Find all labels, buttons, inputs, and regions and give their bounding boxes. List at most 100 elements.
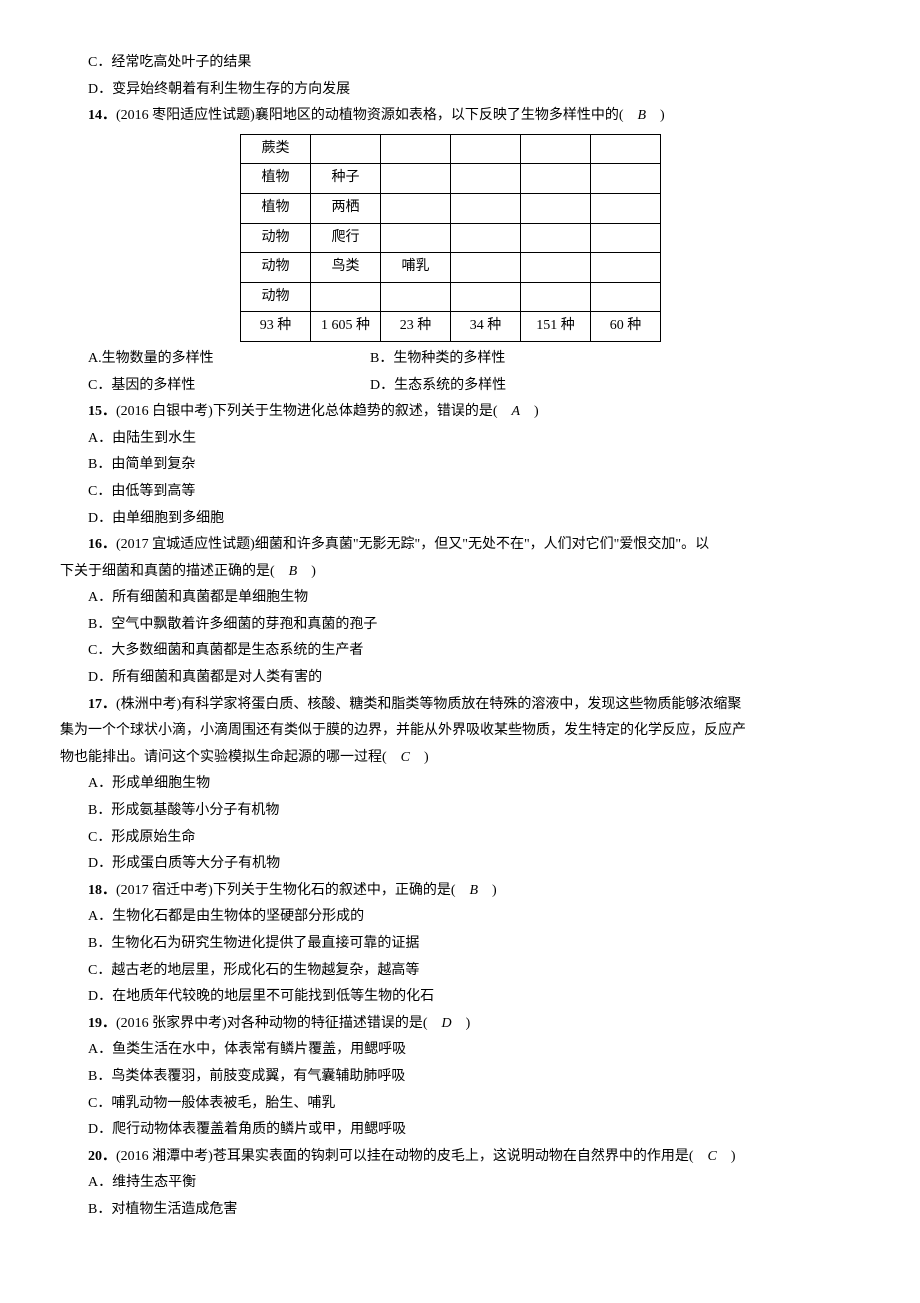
table-cell [591,253,661,283]
table-cell: 植物 [241,193,311,223]
q16-answer: B [289,564,298,579]
q14-text: (2016 枣阳适应性试题)襄阳地区的动植物资源如表格，以下反映了生物多样性中的… [116,108,637,123]
q18-number: 18． [88,883,116,898]
q17-option-b: B．形成氨基酸等小分子有机物 [60,798,860,825]
q14-options-row2: C．基因的多样性 D．生态系统的多样性 [60,373,860,400]
q16-option-c: C．大多数细菌和真菌都是生态系统的生产者 [60,638,860,665]
q16-stem-line2: 下关于细菌和真菌的描述正确的是( B ) [60,559,860,586]
q17-close: ) [410,750,429,765]
table-cell [381,223,451,253]
q15-answer: A [512,404,521,419]
table-cell [451,282,521,312]
q17-text3: 物也能排出。请问这个实验模拟生命起源的哪一过程( [60,750,401,765]
table-cell [521,253,591,283]
table-row: 动物 鸟类 哺乳 [241,253,661,283]
table-cell [451,253,521,283]
q16-option-d: D．所有细菌和真菌都是对人类有害的 [60,665,860,692]
q20-close: ) [717,1149,736,1164]
q16-option-b: B．空气中飘散着许多细菌的芽孢和真菌的孢子 [60,612,860,639]
q19-text: (2016 张家界中考)对各种动物的特征描述错误的是( [116,1016,442,1031]
q20-option-a: A．维持生态平衡 [60,1170,860,1197]
table-cell: 种子 [311,164,381,194]
table-cell: 两栖 [311,193,381,223]
table-cell: 34 种 [451,312,521,342]
q14-option-a: A.生物数量的多样性 [60,346,370,373]
table-cell [591,134,661,164]
q16-text1: (2017 宜城适应性试题)细菌和许多真菌"无影无踪"，但又"无处不在"，人们对… [116,537,709,552]
table-cell: 植物 [241,164,311,194]
q17-stem-line3: 物也能排出。请问这个实验模拟生命起源的哪一过程( C ) [60,745,860,772]
table-cell [381,282,451,312]
q20-text: (2016 湘潭中考)苍耳果实表面的钩刺可以挂在动物的皮毛上，这说明动物在自然界… [116,1149,707,1164]
table-cell: 93 种 [241,312,311,342]
q14-stem: 14．(2016 枣阳适应性试题)襄阳地区的动植物资源如表格，以下反映了生物多样… [60,103,860,130]
table-cell [311,134,381,164]
q17-option-d: D．形成蛋白质等大分子有机物 [60,851,860,878]
table-cell: 151 种 [521,312,591,342]
q18-stem: 18．(2017 宿迁中考)下列关于生物化石的叙述中，正确的是( B ) [60,878,860,905]
table-cell [381,164,451,194]
q19-answer: D [442,1016,452,1031]
q18-text: (2017 宿迁中考)下列关于生物化石的叙述中，正确的是( [116,883,470,898]
table-cell [591,164,661,194]
q19-close: ) [452,1016,471,1031]
table-cell: 动物 [241,253,311,283]
table-row: 93 种 1 605 种 23 种 34 种 151 种 60 种 [241,312,661,342]
q20-option-b: B．对植物生活造成危害 [60,1197,860,1224]
q17-stem-line2: 集为一个个球状小滴，小滴周围还有类似于膜的边界，并能从外界吸收某些物质，发生特定… [60,718,860,745]
q17-number: 17． [88,697,116,712]
q16-close: ) [297,564,316,579]
table-row: 植物 种子 [241,164,661,194]
q15-close: ) [520,404,539,419]
q13-option-d: D．变异始终朝着有利生物生存的方向发展 [60,77,860,104]
q19-option-c: C．哺乳动物一般体表被毛，胎生、哺乳 [60,1091,860,1118]
table-cell: 蕨类 [241,134,311,164]
q19-stem: 19．(2016 张家界中考)对各种动物的特征描述错误的是( D ) [60,1011,860,1038]
table-cell: 动物 [241,282,311,312]
q17-answer: C [401,750,410,765]
q19-option-b: B．鸟类体表覆羽，前肢变成翼，有气囊辅助肺呼吸 [60,1064,860,1091]
q18-option-a: A．生物化石都是由生物体的坚硬部分形成的 [60,904,860,931]
table-cell: 鸟类 [311,253,381,283]
q19-option-a: A．鱼类生活在水中，体表常有鳞片覆盖，用鳃呼吸 [60,1037,860,1064]
table-cell [451,134,521,164]
q17-option-a: A．形成单细胞生物 [60,771,860,798]
q14-option-c: C．基因的多样性 [60,373,370,400]
q15-option-b: B．由简单到复杂 [60,452,860,479]
q15-stem: 15．(2016 白银中考)下列关于生物进化总体趋势的叙述，错误的是( A ) [60,399,860,426]
table-cell: 23 种 [381,312,451,342]
q14-option-d: D．生态系统的多样性 [370,373,860,400]
table-row: 蕨类 [241,134,661,164]
q14-option-b: B．生物种类的多样性 [370,346,860,373]
q16-number: 16． [88,537,116,552]
table-cell [451,193,521,223]
q15-number: 15． [88,404,116,419]
q14-answer: B [637,108,646,123]
q19-option-d: D．爬行动物体表覆盖着角质的鳞片或甲，用鳃呼吸 [60,1117,860,1144]
table-cell [521,223,591,253]
table-cell [381,134,451,164]
q19-number: 19． [88,1016,116,1031]
table-cell: 1 605 种 [311,312,381,342]
table-row: 动物 爬行 [241,223,661,253]
q18-answer: B [470,883,479,898]
table-cell [311,282,381,312]
q16-text2: 下关于细菌和真菌的描述正确的是( [60,564,289,579]
table-cell: 哺乳 [381,253,451,283]
table-cell [451,223,521,253]
table-cell [521,193,591,223]
table-cell [451,164,521,194]
q16-stem-line1: 16．(2017 宜城适应性试题)细菌和许多真菌"无影无踪"，但又"无处不在"，… [60,532,860,559]
table-row: 动物 [241,282,661,312]
table-cell [521,282,591,312]
table-cell: 动物 [241,223,311,253]
table-cell: 60 种 [591,312,661,342]
table-row: 植物 两栖 [241,193,661,223]
q15-option-d: D．由单细胞到多细胞 [60,506,860,533]
q18-option-c: C．越古老的地层里，形成化石的生物越复杂，越高等 [60,958,860,985]
table-cell: 爬行 [311,223,381,253]
table-cell [591,282,661,312]
table-cell [521,164,591,194]
q18-close: ) [478,883,497,898]
q20-answer: C [707,1149,716,1164]
